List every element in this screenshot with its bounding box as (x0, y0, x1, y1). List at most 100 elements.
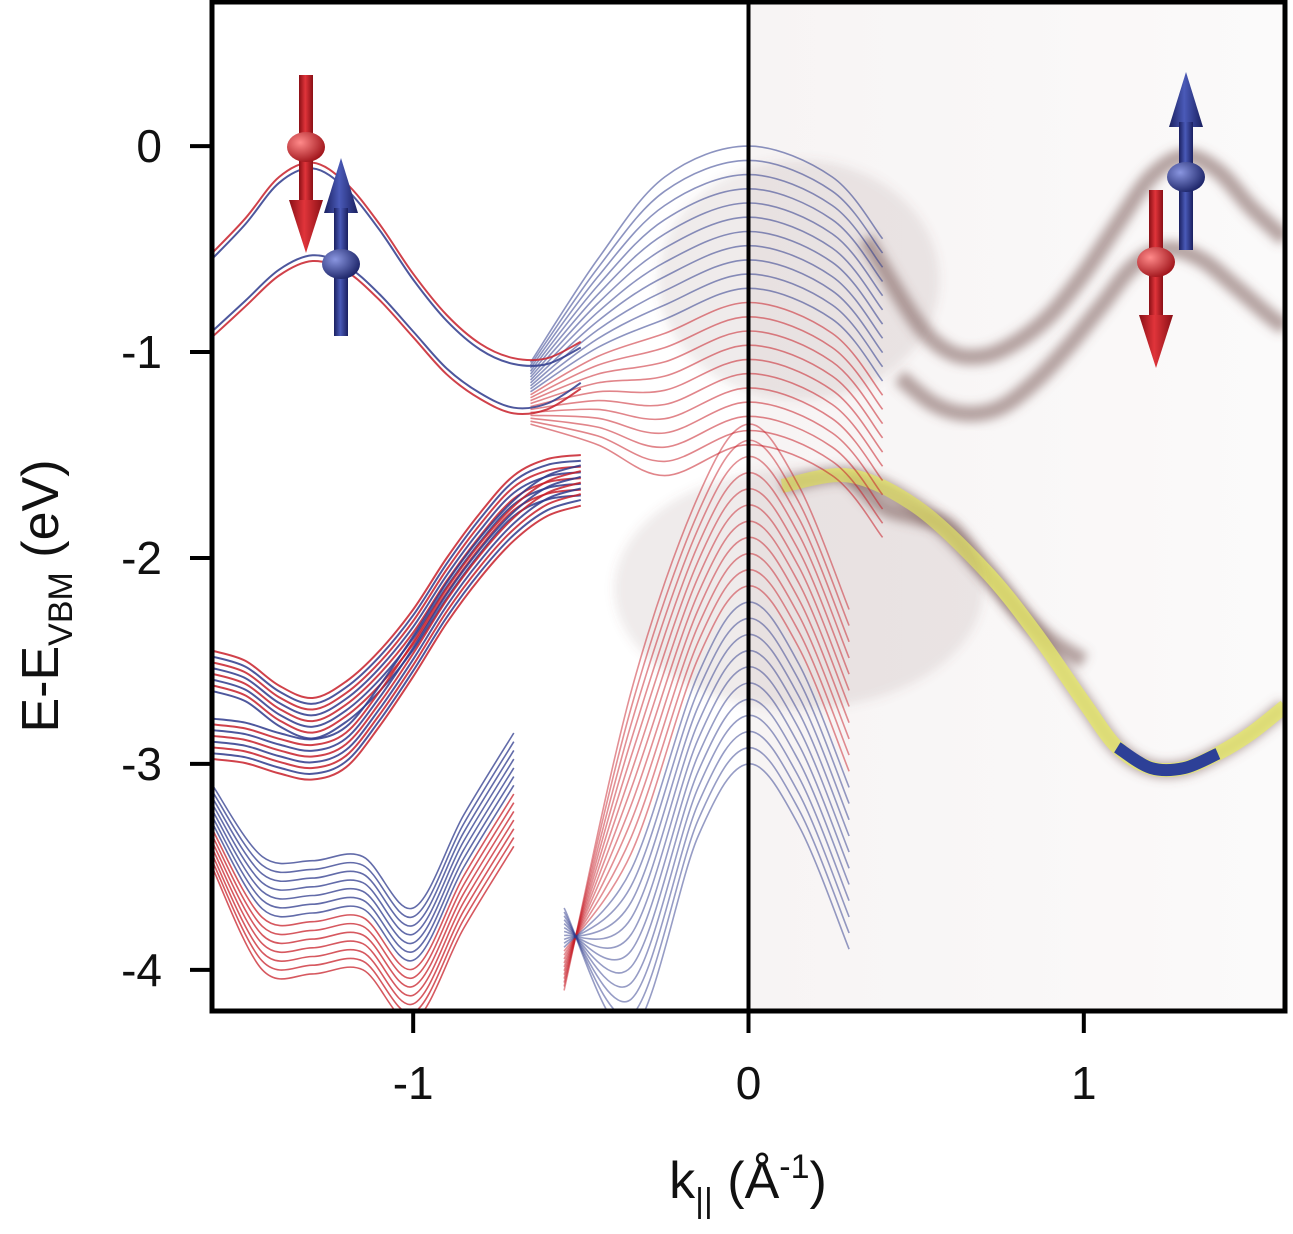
series-line (212, 493, 582, 770)
calculated-band-line (212, 810, 515, 988)
calculated-band-line (530, 372, 884, 467)
calculated-band-line (529, 230, 884, 381)
arpes-diffuse-intensity (614, 468, 984, 709)
calculated-band-line (563, 585, 850, 952)
arpes-diffuse-intensity (657, 159, 940, 400)
calculated-band-line (563, 536, 850, 964)
calculated-band-line (530, 315, 884, 410)
calculated-band-line (563, 568, 850, 956)
calculated-band-line (563, 423, 850, 991)
calculated-band-line (530, 273, 884, 390)
calculated-band-line (212, 845, 515, 1011)
series-line (212, 259, 582, 416)
calculated-band-line (563, 487, 850, 975)
calculated-band-line (212, 732, 515, 910)
calculated-band-line (563, 455, 850, 983)
calculated-band-line (212, 837, 515, 1011)
calculated-band-line (212, 784, 515, 962)
calculated-band-line (563, 633, 850, 941)
y-tick-label: -3 (121, 738, 162, 790)
calculated-band-line (530, 387, 884, 482)
calculated-band-line (530, 287, 884, 393)
calculated-band-line (563, 682, 850, 961)
calculated-band-line (563, 665, 850, 949)
calculated-band-line (529, 202, 884, 375)
calculated-band-line (212, 741, 515, 919)
calculated-band-line (563, 617, 850, 944)
y-tick-label: 0 (136, 120, 162, 172)
y-tick-label: -2 (121, 532, 162, 584)
calculated-band-line (530, 423, 884, 538)
calculated-band-line (563, 471, 850, 979)
x-axis-ticks: -1 0 1 (393, 1011, 1097, 1109)
x-axis-title-sub: || (695, 1182, 713, 1220)
calculated-band-line (530, 344, 884, 439)
spin-up-arrow-right-icon (1167, 72, 1205, 250)
spin-down-arrow-left-icon (287, 75, 325, 253)
calculated-band-line (563, 698, 850, 974)
x-axis-title-main: k (669, 1152, 696, 1210)
x-axis-title-close: ) (810, 1152, 827, 1210)
calculated-band-line (212, 776, 515, 953)
calculated-band-line (563, 552, 850, 960)
calculated-band-line (563, 714, 850, 988)
series-line (212, 459, 581, 705)
spin-down-arrow-right-icon (1137, 190, 1175, 368)
calculated-band-line (530, 420, 884, 524)
calculated-band-line (212, 828, 515, 1006)
series-line (212, 254, 582, 410)
series-line (212, 498, 582, 775)
arpes-band-glow (894, 241, 1285, 422)
calculated-band-line (563, 601, 850, 948)
series-line (212, 161, 582, 362)
calculated-band-line (529, 259, 884, 387)
y-axis-title-main: E-E (12, 646, 70, 733)
calculated-band-line (529, 159, 884, 366)
series-line (212, 167, 582, 367)
arpes-peak-intensity (1113, 742, 1221, 777)
calculated-band-line (212, 767, 515, 945)
series-line (212, 504, 582, 781)
calculated-band-line (529, 187, 884, 372)
calculated-band-line (212, 802, 515, 979)
calculated-band-line (563, 649, 850, 940)
series-line (212, 470, 582, 747)
calculated-band-line (529, 244, 884, 384)
x-axis-title-sup: -1 (779, 1148, 809, 1186)
calculated-band-line (530, 330, 884, 425)
calculated-band-line (212, 793, 515, 971)
calculated-band-line (529, 216, 884, 378)
y-axis-ticks: 0 -1 -2 -3 -4 (121, 120, 212, 996)
calculated-band-line (563, 504, 850, 972)
calculated-band-line (212, 758, 515, 936)
calculated-band-line (212, 749, 515, 927)
chart-series (212, 161, 582, 781)
series-line (212, 487, 582, 764)
x-tick-label: -1 (393, 1057, 434, 1109)
calculated-band-line (529, 173, 884, 369)
y-tick-label: -4 (121, 944, 162, 996)
calculated-band-line (563, 763, 850, 1011)
calculated-band-line (563, 439, 850, 987)
calculated-band-line (530, 415, 884, 510)
y-tick-label: -1 (121, 326, 162, 378)
x-axis-title-unit: (Å (713, 1152, 780, 1210)
y-axis-title-sub: VBM (42, 572, 80, 646)
spin-up-arrow-left-icon (322, 158, 360, 336)
calculated-band-line (563, 520, 850, 968)
arpes-band-glow (859, 148, 1285, 366)
series-line (212, 475, 582, 752)
calculated-band-line (212, 819, 515, 997)
series-line (212, 464, 582, 741)
calculated-band-manifold (212, 145, 884, 1011)
series-line (212, 481, 582, 758)
calculated-band-line (530, 358, 884, 453)
series-line (212, 465, 581, 711)
calculated-band-line (530, 401, 884, 496)
y-axis-title: E-EVBM (eV) (12, 459, 80, 732)
calculated-band-line (530, 301, 884, 396)
x-tick-label: 1 (1071, 1057, 1097, 1109)
calculated-band-line (563, 730, 850, 1003)
y-axis-title-unit: (eV) (12, 459, 70, 572)
